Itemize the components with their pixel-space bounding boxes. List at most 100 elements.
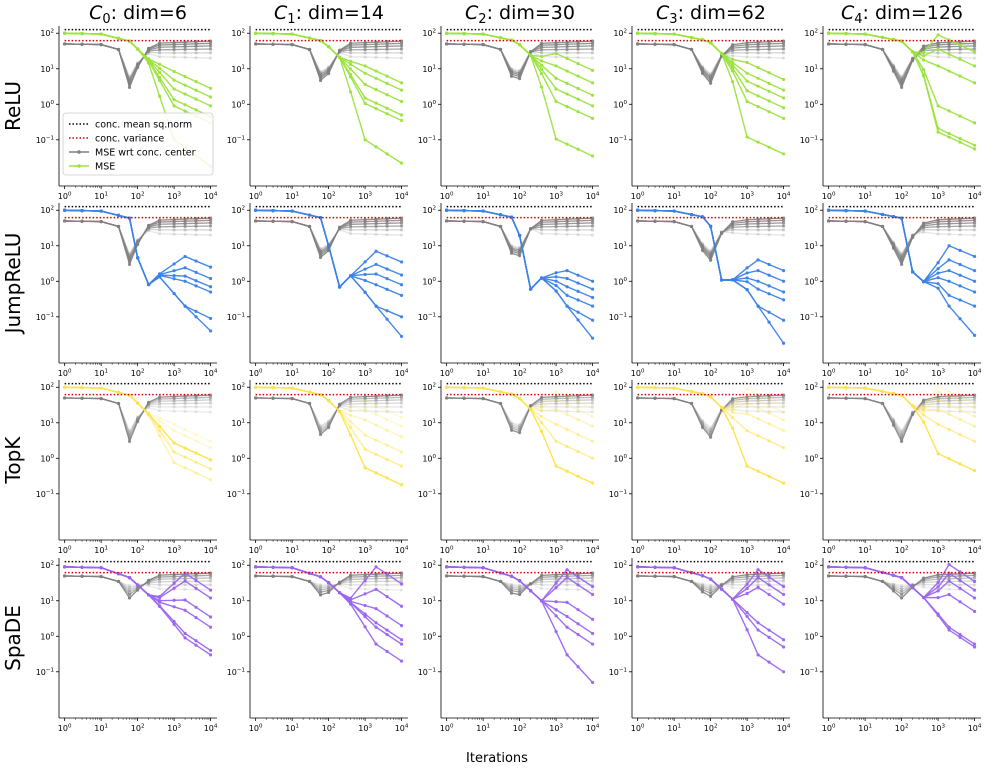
- x-tick-label: 101: [667, 192, 681, 202]
- mse-center-point: [958, 228, 962, 232]
- mse-point: [157, 416, 162, 420]
- mse-center-point: [399, 579, 404, 583]
- mse-center-line: [255, 220, 402, 253]
- mse-center-line: [255, 397, 402, 430]
- mse-center-point: [900, 430, 904, 434]
- mse-center-point: [307, 579, 312, 584]
- mse-center-point: [208, 216, 213, 220]
- mse-center-point: [337, 404, 342, 408]
- mse-center-point: [194, 42, 198, 46]
- mse-center-point: [80, 396, 84, 400]
- mse-center-point: [719, 230, 724, 234]
- mse-point: [936, 276, 940, 280]
- mse-center-point: [518, 424, 522, 428]
- mse-center-point: [318, 70, 323, 74]
- mse-point: [498, 390, 503, 394]
- mse-center-point: [374, 224, 378, 229]
- mse-center-point: [936, 43, 940, 47]
- mse-center-point: [709, 589, 713, 593]
- mse-center-point: [208, 571, 213, 575]
- mse-center-point: [709, 73, 713, 77]
- mse-center-point: [576, 588, 580, 592]
- mse-point: [576, 632, 580, 637]
- mse-center-point: [700, 423, 705, 428]
- mse-center-point: [337, 403, 342, 408]
- mse-center-point: [194, 233, 198, 237]
- mse-point: [972, 609, 977, 614]
- mse-point: [565, 69, 569, 73]
- mse-center-point: [271, 219, 275, 223]
- mse-center-point: [481, 42, 485, 47]
- mse-point: [385, 632, 389, 637]
- mse-point: [363, 418, 367, 422]
- mse-center-point: [271, 396, 275, 400]
- x-tick-label: 104: [395, 546, 409, 556]
- y-tick-label: 10−1: [36, 667, 54, 677]
- mse-point: [565, 293, 569, 298]
- mse-center-point: [689, 579, 694, 584]
- mse-center-point: [636, 396, 640, 400]
- mse-line: [255, 32, 402, 164]
- mse-point: [781, 445, 786, 450]
- y-tick-label: 102: [804, 206, 818, 216]
- mse-point: [183, 446, 187, 450]
- mse-center-point: [576, 405, 580, 409]
- mse-center-point: [498, 579, 503, 584]
- mse-center-point: [127, 432, 132, 436]
- mse-center-point: [385, 401, 389, 405]
- mse-center-point: [910, 56, 915, 60]
- mse-center-point: [271, 42, 275, 46]
- mse-center-point: [116, 224, 121, 229]
- mse-center-point: [745, 45, 749, 49]
- mse-center-point: [254, 42, 258, 46]
- mse-center-point: [337, 403, 342, 407]
- mse-point: [172, 429, 176, 433]
- mse-point: [958, 273, 962, 277]
- y-tick-label: 10−1: [609, 489, 627, 499]
- mse-point: [172, 78, 176, 82]
- mse-center-point: [689, 401, 694, 406]
- mse-center-point: [827, 219, 831, 223]
- mse-line: [446, 386, 593, 442]
- mse-center-point: [63, 42, 67, 46]
- mse-center-point: [399, 47, 404, 51]
- mse-center-point: [936, 55, 940, 59]
- mse-center-point: [194, 398, 198, 402]
- mse-center-point: [481, 396, 485, 401]
- mse-point: [781, 152, 786, 156]
- mse-point: [576, 583, 580, 587]
- mse-center-point: [183, 42, 187, 46]
- mse-center-point: [194, 410, 198, 414]
- mse-point: [374, 607, 378, 611]
- mse-center-line: [255, 575, 402, 589]
- mse-center-point: [337, 402, 342, 407]
- mse-center-point: [972, 221, 977, 225]
- mse-point: [481, 386, 485, 390]
- mse-center-point: [462, 219, 466, 223]
- mse-center-point: [157, 405, 162, 409]
- mse-point: [781, 88, 786, 92]
- mse-center-point: [63, 219, 67, 223]
- mse-point: [208, 265, 213, 269]
- mse-point: [972, 147, 977, 151]
- mse-center-point: [730, 578, 735, 582]
- mse-center-point: [590, 56, 595, 60]
- mse-point: [385, 93, 389, 97]
- mse-center-point: [385, 583, 389, 587]
- mse-point: [528, 407, 533, 411]
- mse-center-line: [446, 575, 593, 591]
- mse-point: [481, 209, 485, 213]
- mse-point: [528, 589, 533, 593]
- mse-center-point: [116, 401, 121, 406]
- mse-center-point: [827, 574, 831, 578]
- mse-point: [399, 464, 404, 468]
- mse-point: [958, 57, 962, 61]
- mse-point: [157, 62, 162, 66]
- y-tick-label: 101: [613, 64, 627, 74]
- mse-center-point: [136, 238, 140, 243]
- mse-center-point: [554, 402, 558, 406]
- mse-center-point: [509, 69, 514, 73]
- mse-center-point: [958, 574, 962, 578]
- y-tick-label: 10−1: [609, 135, 627, 145]
